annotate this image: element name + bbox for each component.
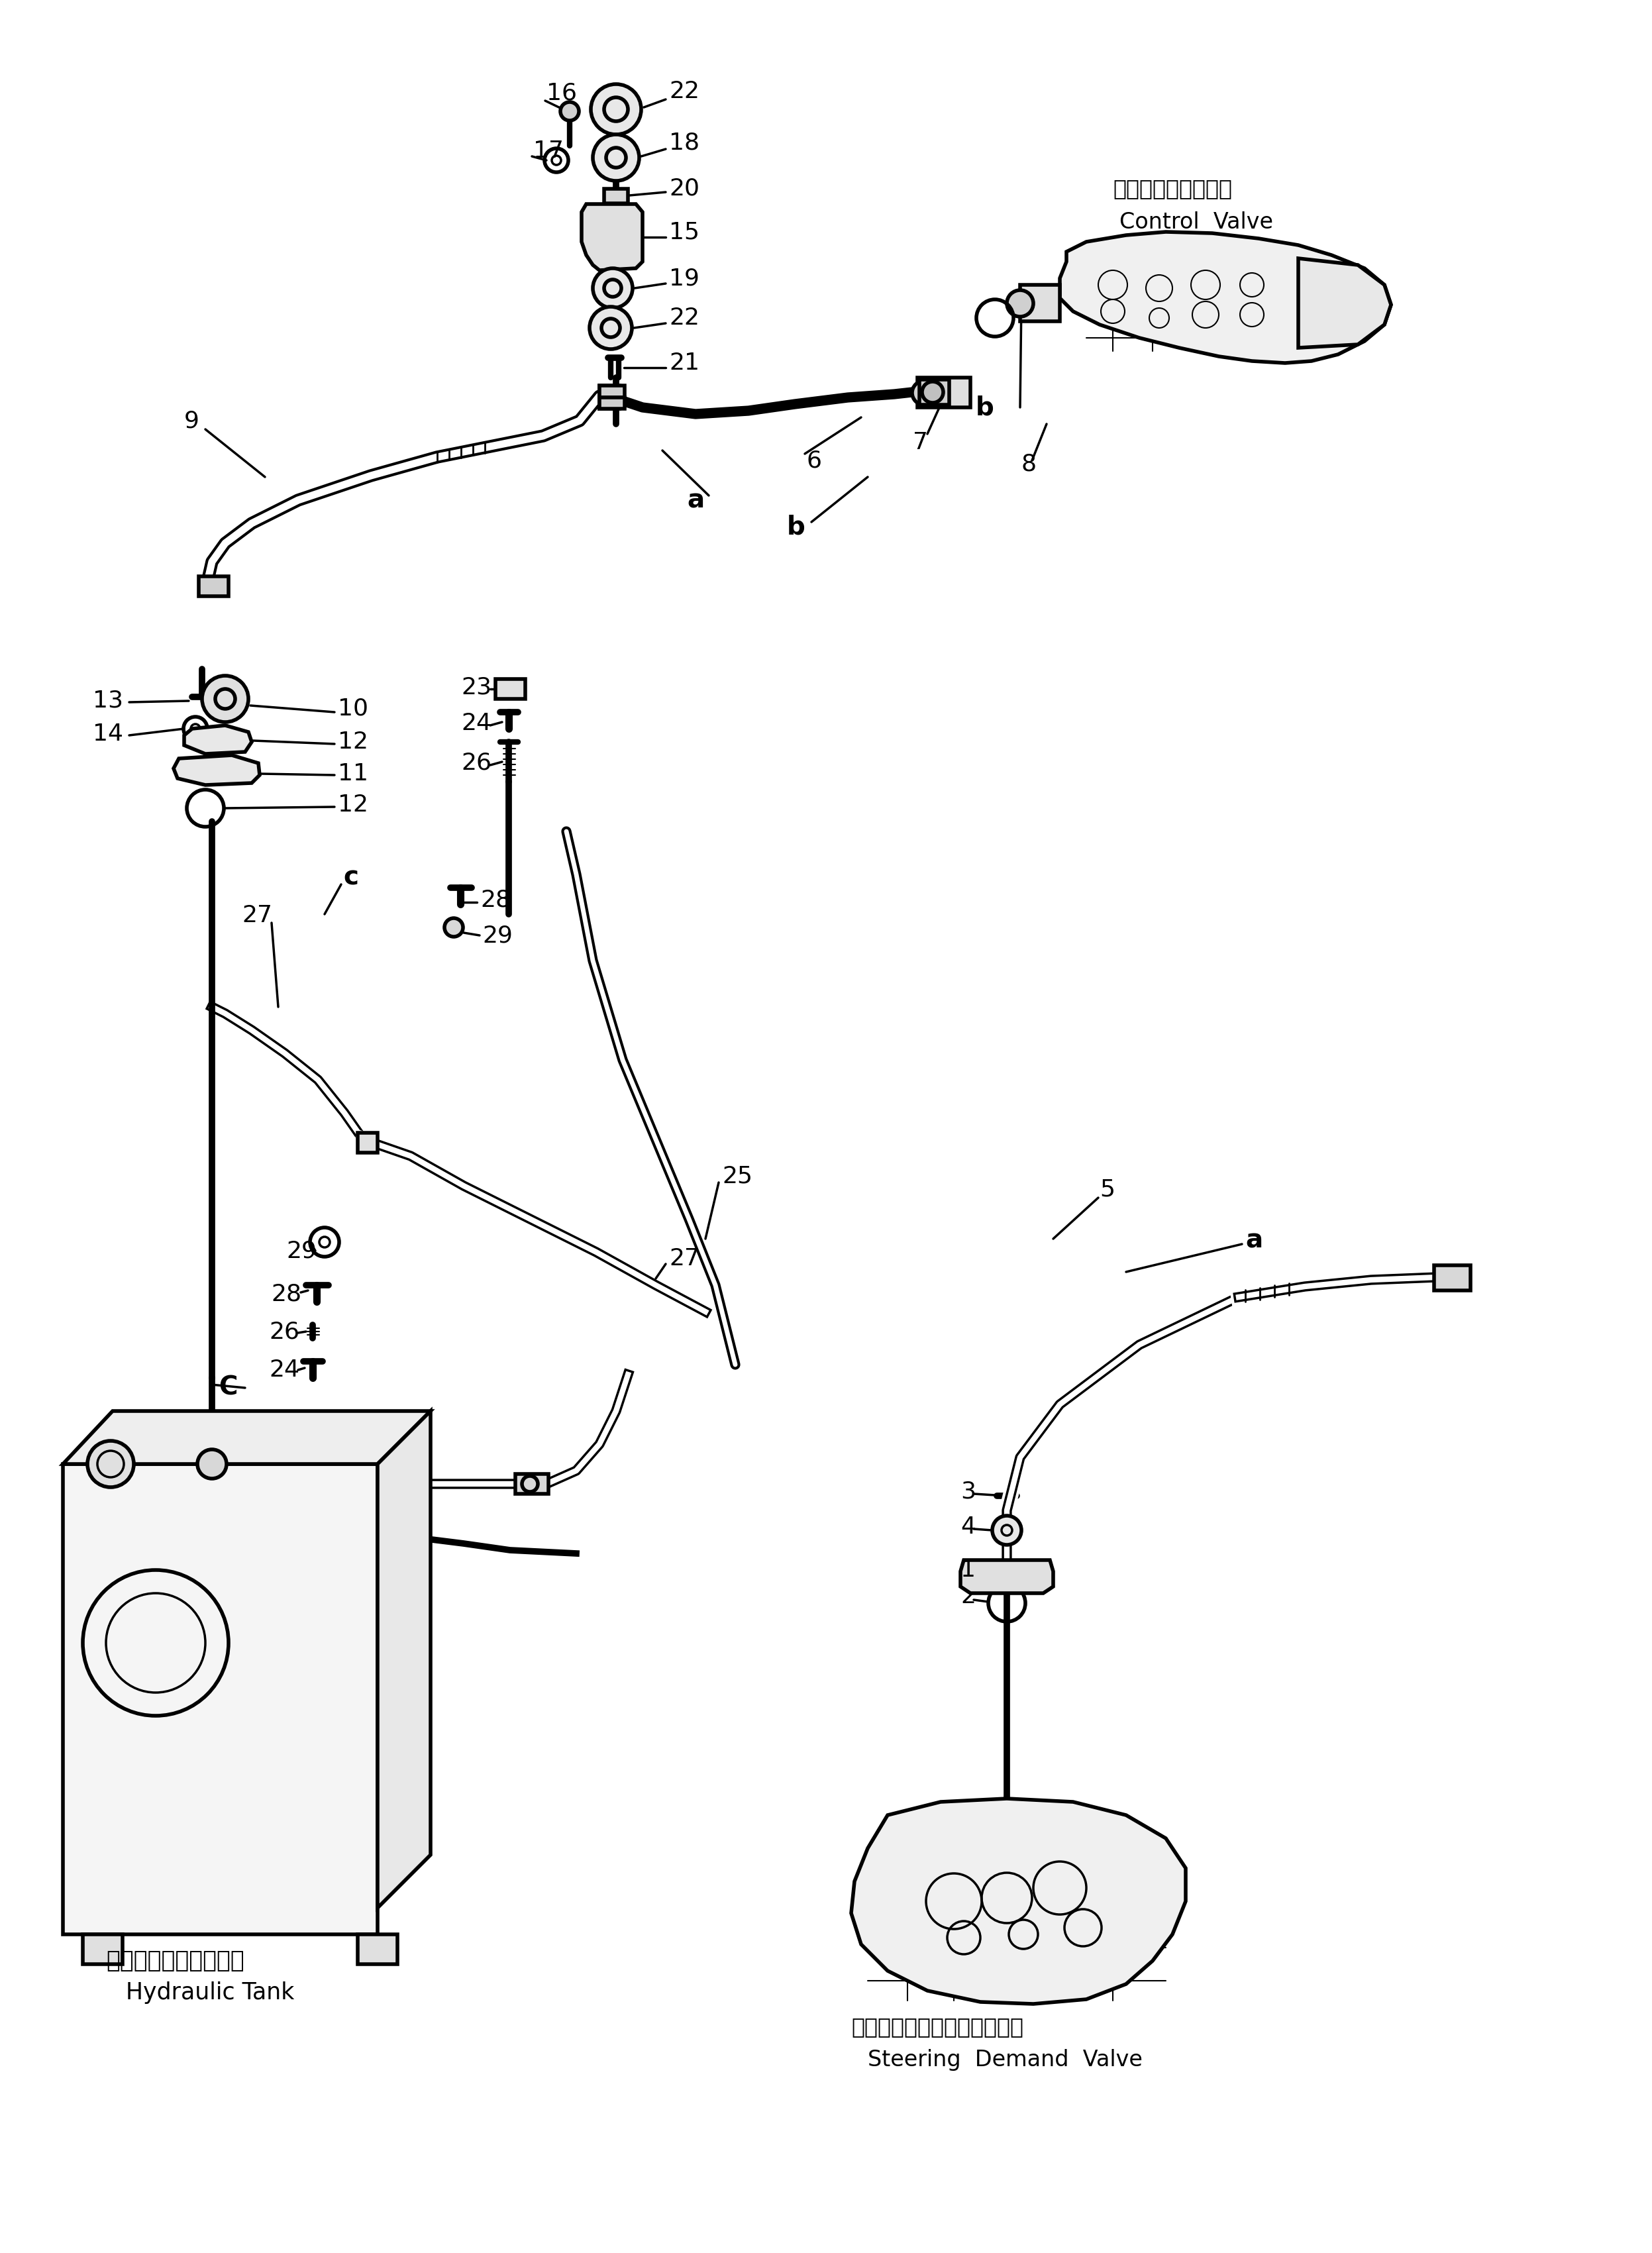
- Polygon shape: [960, 1559, 1054, 1593]
- Bar: [1019, 284, 1061, 322]
- Circle shape: [591, 83, 641, 135]
- Polygon shape: [1298, 259, 1391, 347]
- Circle shape: [560, 101, 578, 122]
- Text: 24: 24: [461, 712, 492, 734]
- Bar: [198, 577, 228, 597]
- Text: Hydraulic Tank: Hydraulic Tank: [126, 1980, 294, 2003]
- Text: 17: 17: [534, 140, 563, 162]
- Bar: [496, 678, 525, 698]
- Text: 15: 15: [669, 221, 699, 243]
- Circle shape: [922, 381, 943, 403]
- Polygon shape: [378, 1410, 431, 1908]
- Text: 28: 28: [481, 888, 510, 910]
- Text: 22: 22: [669, 306, 699, 329]
- Text: 3: 3: [960, 1480, 976, 1503]
- Bar: [600, 385, 620, 408]
- Text: 1: 1: [960, 1559, 976, 1582]
- Bar: [358, 1935, 398, 1965]
- Text: 28: 28: [271, 1282, 301, 1304]
- Text: 23: 23: [461, 676, 492, 698]
- Polygon shape: [1061, 232, 1391, 363]
- Text: 9: 9: [183, 410, 200, 433]
- Polygon shape: [63, 1410, 431, 1464]
- Circle shape: [444, 919, 463, 937]
- Text: 29: 29: [482, 924, 512, 946]
- Text: 12: 12: [337, 730, 368, 753]
- Bar: [920, 379, 950, 406]
- Text: 11: 11: [337, 762, 368, 784]
- Text: c: c: [344, 865, 358, 890]
- Polygon shape: [851, 1798, 1186, 2003]
- Bar: [600, 397, 624, 408]
- Text: b: b: [976, 394, 995, 419]
- Text: 27: 27: [669, 1248, 699, 1271]
- Text: 7: 7: [914, 430, 928, 453]
- Bar: [515, 1473, 548, 1494]
- Circle shape: [993, 1516, 1021, 1546]
- Bar: [1434, 1266, 1470, 1291]
- Circle shape: [1006, 291, 1034, 318]
- Polygon shape: [582, 205, 643, 270]
- Text: コントロールバルブ: コントロールバルブ: [1113, 178, 1232, 201]
- Text: 4: 4: [960, 1516, 976, 1539]
- Bar: [358, 1133, 378, 1154]
- Text: 26: 26: [269, 1320, 299, 1343]
- Text: 14: 14: [93, 723, 124, 746]
- Circle shape: [590, 306, 633, 349]
- Circle shape: [202, 676, 248, 721]
- Text: 21: 21: [669, 351, 699, 374]
- Polygon shape: [173, 755, 259, 784]
- Text: 25: 25: [722, 1165, 752, 1187]
- Text: 18: 18: [669, 131, 699, 153]
- Circle shape: [197, 1449, 226, 1478]
- Text: ステアリングデマンドバルブ: ステアリングデマンドバルブ: [851, 2016, 1023, 2039]
- Text: 16: 16: [547, 81, 577, 104]
- Text: 19: 19: [669, 266, 699, 288]
- Bar: [917, 379, 970, 408]
- Text: Control  Valve: Control Valve: [1120, 212, 1274, 232]
- Text: a: a: [1246, 1228, 1262, 1253]
- Text: ハイドロリックタンク: ハイドロリックタンク: [106, 1949, 244, 1971]
- Text: b: b: [786, 514, 806, 538]
- Text: 13: 13: [93, 689, 124, 712]
- Text: 5: 5: [1100, 1178, 1115, 1201]
- Text: 26: 26: [461, 753, 492, 775]
- Text: 22: 22: [669, 81, 699, 104]
- Bar: [63, 1464, 378, 1935]
- Circle shape: [593, 135, 639, 180]
- Text: 2: 2: [960, 1586, 976, 1609]
- Text: 8: 8: [1021, 453, 1037, 475]
- Text: C: C: [218, 1374, 238, 1401]
- Text: 6: 6: [806, 448, 823, 471]
- Circle shape: [88, 1442, 134, 1487]
- Polygon shape: [183, 725, 251, 755]
- Text: 29: 29: [286, 1239, 317, 1262]
- Text: a: a: [687, 487, 704, 514]
- Bar: [600, 385, 624, 397]
- Text: 12: 12: [337, 793, 368, 816]
- Bar: [83, 1935, 122, 1965]
- Bar: [605, 189, 628, 203]
- Text: 27: 27: [241, 903, 273, 926]
- Circle shape: [912, 381, 937, 406]
- Text: 24: 24: [269, 1359, 299, 1381]
- Text: 20: 20: [669, 178, 699, 201]
- Circle shape: [593, 268, 633, 309]
- Text: Steering  Demand  Valve: Steering Demand Valve: [867, 2050, 1143, 2071]
- Text: 10: 10: [337, 698, 368, 721]
